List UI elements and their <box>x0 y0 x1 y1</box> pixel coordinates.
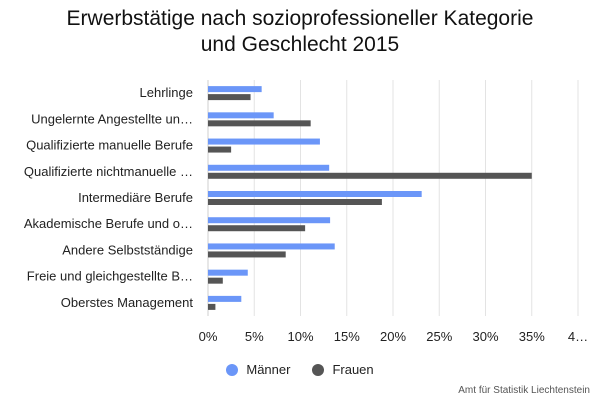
x-tick-label: 35% <box>519 329 545 344</box>
chart-title: Erwerbstätige nach sozioprofessioneller … <box>0 6 600 58</box>
x-tick-label: 25% <box>426 329 452 344</box>
bar-maenner[interactable] <box>208 217 331 224</box>
legend-item-maenner[interactable]: Männer <box>226 362 290 377</box>
bar-maenner[interactable] <box>208 243 335 250</box>
x-tick-label: 4… <box>568 329 588 344</box>
bar-maenner[interactable] <box>208 86 262 93</box>
bar-frauen[interactable] <box>208 225 306 232</box>
category-label: Andere Selbstständige <box>62 242 193 257</box>
legend-label-frauen: Frauen <box>332 362 374 377</box>
bar-frauen[interactable] <box>208 251 286 258</box>
bar-frauen[interactable] <box>208 94 251 101</box>
x-tick-label: 15% <box>334 329 360 344</box>
legend-item-frauen[interactable]: Frauen <box>312 362 374 377</box>
bar-maenner[interactable] <box>208 191 422 197</box>
bar-maenner[interactable] <box>208 138 320 145</box>
source-credit: Amt für Statistik Liechtenstein <box>458 385 590 396</box>
legend-label-maenner: Männer <box>246 362 291 377</box>
bar-maenner[interactable] <box>208 269 248 276</box>
category-label: Lehrlinge <box>140 85 194 100</box>
category-label: Freie und gleichgestellte B… <box>27 269 193 284</box>
category-label: Intermediäre Berufe <box>78 190 193 205</box>
chart-title-line-2: und Geschlecht 2015 <box>200 33 400 56</box>
x-tick-label: 5% <box>245 329 264 344</box>
x-tick-label: 10% <box>287 329 313 344</box>
bar-frauen[interactable] <box>208 172 532 179</box>
bar-maenner[interactable] <box>208 164 330 171</box>
category-label: Akademische Berufe und o… <box>24 216 193 231</box>
x-tick-label: 30% <box>472 329 498 344</box>
bar-frauen[interactable] <box>208 120 311 127</box>
category-label: Qualifizierte manuelle Berufe <box>26 138 193 153</box>
bar-maenner[interactable] <box>208 112 274 119</box>
category-label: Ungelernte Angestellte un… <box>31 111 193 126</box>
bar-chart: 0% 5% 10% 15% 20% 25% 30% 35% 4… Lehrlinge Ungeler… <box>24 80 588 344</box>
bar-frauen[interactable] <box>208 199 382 205</box>
bar-frauen[interactable] <box>208 146 232 153</box>
legend-swatch-maenner <box>226 363 239 376</box>
x-tick-label: 0% <box>199 329 218 344</box>
category-label: Oberstes Management <box>61 295 194 310</box>
x-tick-label: 20% <box>380 329 406 344</box>
legend-swatch-frauen <box>312 363 325 376</box>
bar-maenner[interactable] <box>208 295 242 302</box>
bar-frauen[interactable] <box>208 277 223 284</box>
category-label: Qualifizierte nichtmanuelle … <box>24 164 193 179</box>
chart-title-line-1: Erwerbstätige nach sozioprofessioneller … <box>66 7 534 30</box>
chart-legend: Männer Frauen <box>0 362 600 377</box>
bar-frauen[interactable] <box>208 303 216 310</box>
